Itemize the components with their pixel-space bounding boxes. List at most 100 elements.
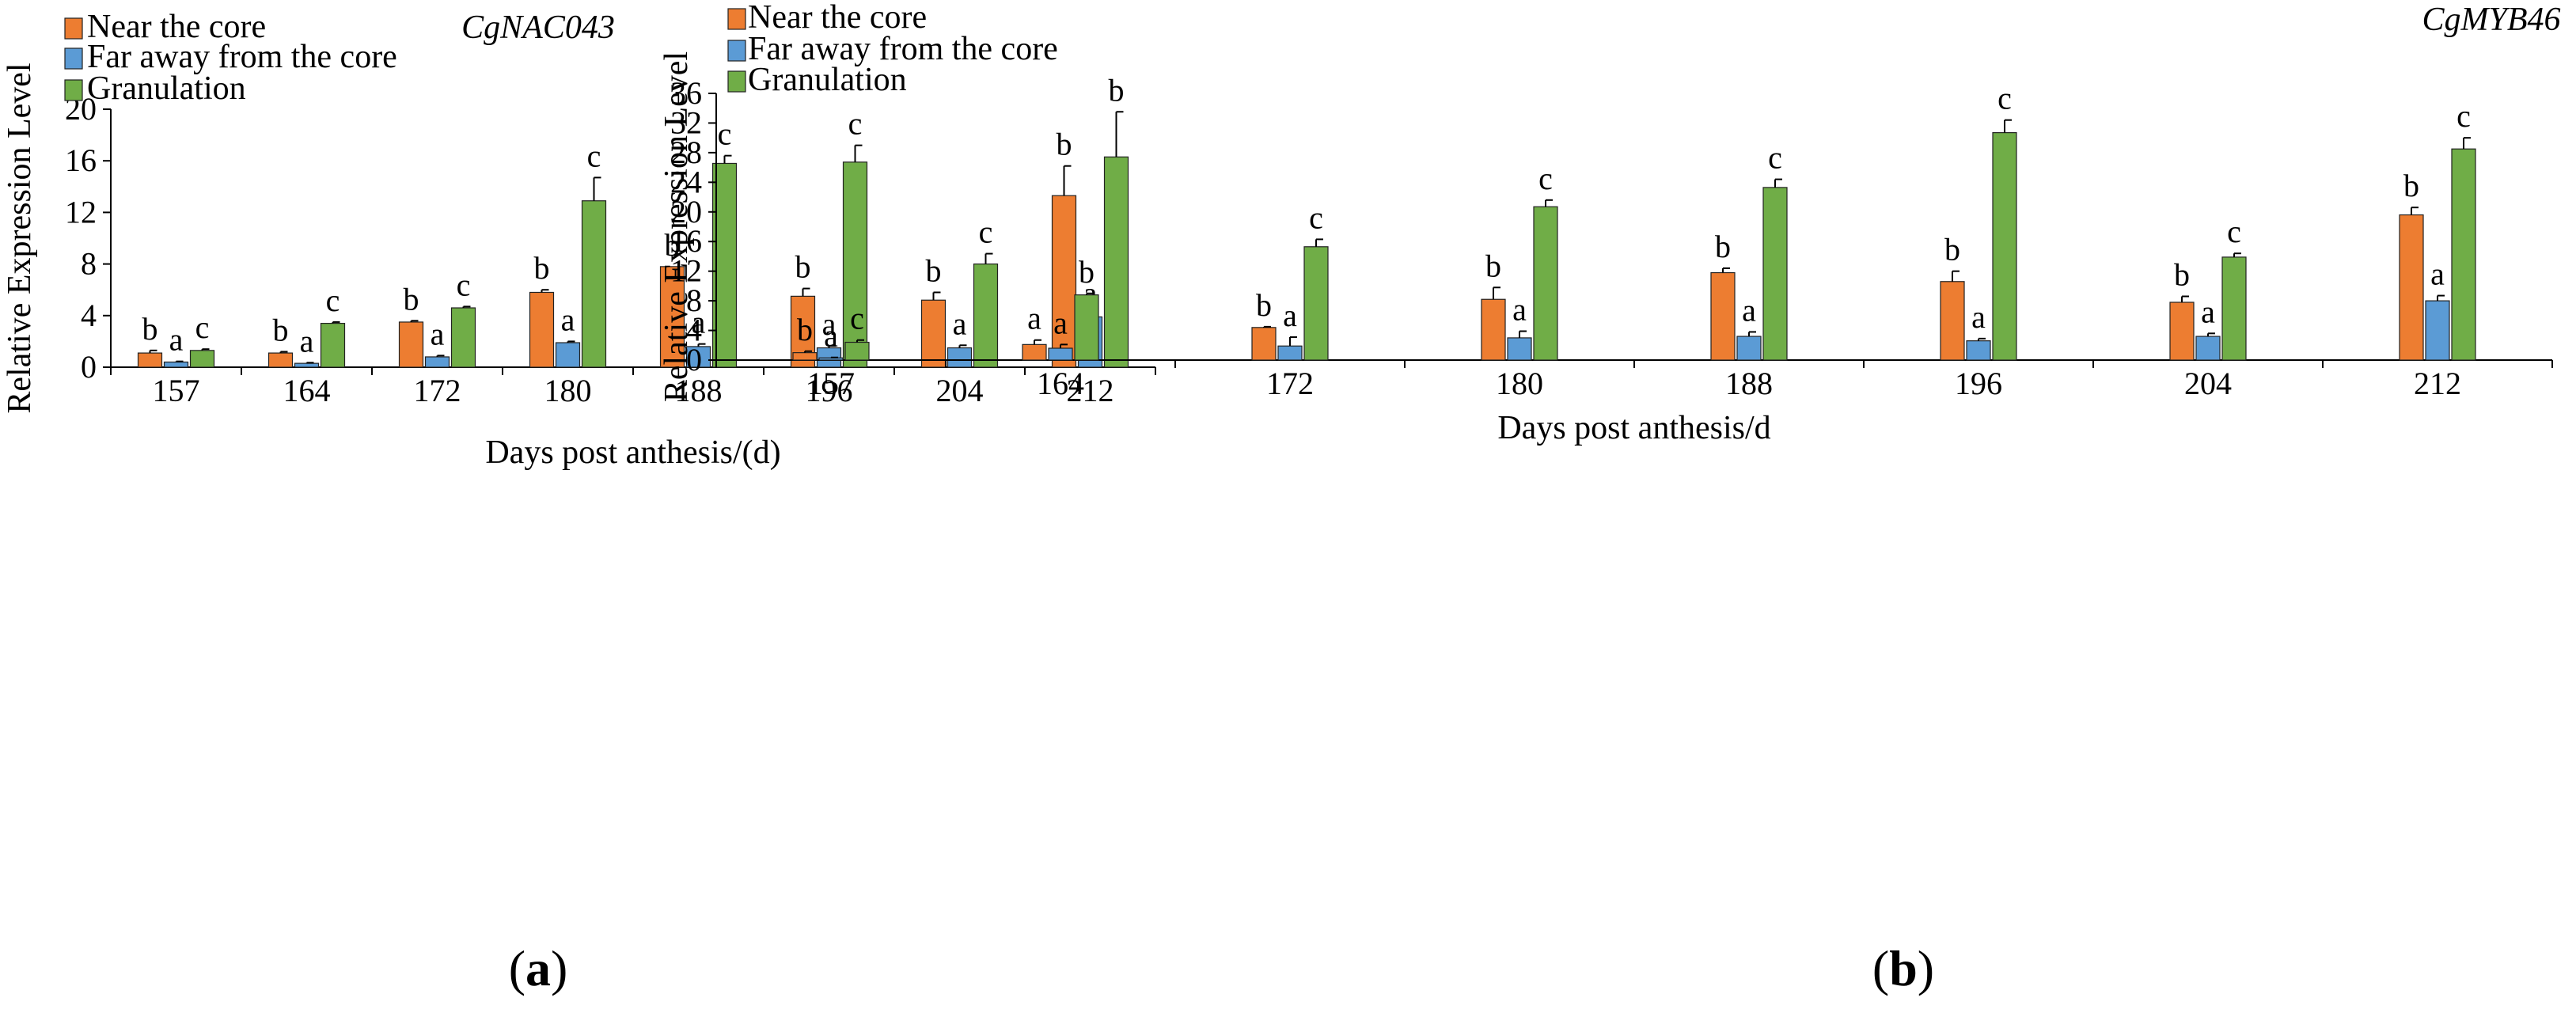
significance-label: b xyxy=(1109,72,1125,108)
legend-label: Granulation xyxy=(87,70,246,107)
x-tick-label: 172 xyxy=(414,373,461,408)
y-tick-label: 32 xyxy=(670,104,702,140)
bar xyxy=(555,342,581,368)
significance-label: c xyxy=(979,214,993,250)
x-tick-label: 204 xyxy=(936,373,984,408)
significance-label: a xyxy=(1053,305,1068,340)
significance-label: b xyxy=(1944,232,1960,267)
legend-swatch xyxy=(64,17,83,40)
legend-label: Granulation xyxy=(748,62,907,98)
x-tick-label: 164 xyxy=(283,373,331,408)
bar xyxy=(2399,214,2424,361)
bar xyxy=(1048,347,1073,361)
significance-label: a xyxy=(953,305,967,341)
legend-label: Near the core xyxy=(748,0,927,36)
y-tick-label: 0 xyxy=(686,342,702,377)
x-tick-label: 172 xyxy=(1266,366,1314,401)
bar xyxy=(1992,132,2017,361)
bar xyxy=(320,322,346,368)
bar xyxy=(2451,148,2476,361)
bar xyxy=(1022,343,1047,361)
legend-swatch xyxy=(727,70,746,93)
bar xyxy=(1277,345,1303,361)
significance-label: c xyxy=(457,267,471,302)
significance-label: b xyxy=(797,312,813,347)
y-tick-label: 12 xyxy=(65,194,97,229)
legend-swatch xyxy=(727,8,746,30)
bar xyxy=(844,341,870,361)
y-tick-label: 8 xyxy=(81,246,97,282)
bar xyxy=(398,321,424,368)
x-axis-title: Days post anthesis/(d) xyxy=(485,434,780,471)
significance-label: c xyxy=(718,116,732,152)
significance-label: a xyxy=(2201,294,2215,329)
legend-label: Far away from the core xyxy=(748,31,1058,67)
bar xyxy=(920,299,947,368)
bar xyxy=(1966,340,1991,361)
y-axis-title: Relative Expression Level xyxy=(658,51,695,402)
bar xyxy=(2195,336,2221,361)
x-tick-label: 188 xyxy=(1725,366,1773,401)
bar xyxy=(450,307,476,368)
significance-label: c xyxy=(848,106,863,142)
bar xyxy=(529,291,555,368)
x-tick-label: 196 xyxy=(1955,366,2002,401)
bar xyxy=(1533,206,1558,361)
bar xyxy=(1074,294,1099,361)
bar xyxy=(2169,302,2195,361)
bar xyxy=(424,356,450,368)
bar xyxy=(1051,195,1077,368)
significance-label: a xyxy=(1283,298,1297,333)
gene-name: CgMYB46 xyxy=(2422,2,2560,38)
significance-label: a xyxy=(692,305,706,340)
y-tick-label: 16 xyxy=(65,142,97,178)
bar xyxy=(1736,336,1762,361)
y-tick-label: 4 xyxy=(81,298,97,333)
significance-label: c xyxy=(1538,161,1553,196)
y-tick-label: 8 xyxy=(686,283,702,318)
legend-swatch xyxy=(64,47,83,70)
x-axis-title: Days post anthesis/d xyxy=(1497,410,1770,446)
bar xyxy=(1507,337,1532,361)
significance-label: b xyxy=(665,227,681,263)
significance-label: c xyxy=(1997,81,2012,116)
bar xyxy=(947,347,973,368)
panel-label: (b) xyxy=(1872,940,1934,996)
bar xyxy=(163,361,189,368)
significance-label: a xyxy=(1027,301,1041,336)
bar xyxy=(581,200,607,368)
y-axis-title: Relative Expression Level xyxy=(2,63,38,413)
x-tick-label: 157 xyxy=(807,366,855,401)
significance-label: c xyxy=(2227,214,2241,249)
bar xyxy=(2425,300,2450,361)
bar xyxy=(1710,271,1736,361)
bar xyxy=(1762,187,1788,361)
significance-label: c xyxy=(326,283,340,318)
bar xyxy=(973,264,999,368)
significance-label: c xyxy=(850,301,864,336)
bar xyxy=(189,350,215,368)
significance-label: a xyxy=(1971,299,1986,335)
significance-label: a xyxy=(169,322,184,358)
significance-label: b xyxy=(1715,229,1731,264)
significance-label: c xyxy=(1768,140,1782,176)
legend-label: Near the core xyxy=(87,9,266,45)
significance-label: a xyxy=(824,318,838,354)
bar xyxy=(1251,327,1277,361)
bar xyxy=(685,346,711,368)
significance-label: a xyxy=(822,306,837,342)
y-tick-label: 20 xyxy=(670,194,702,229)
bar xyxy=(842,161,868,368)
y-tick-label: 16 xyxy=(670,223,702,259)
significance-label: c xyxy=(2456,98,2471,134)
y-tick-label: 28 xyxy=(670,135,702,170)
x-tick-label: 164 xyxy=(1037,366,1084,401)
bar xyxy=(1303,246,1329,361)
x-tick-label: 180 xyxy=(1496,366,1543,401)
y-tick-label: 12 xyxy=(670,253,702,289)
significance-label: c xyxy=(587,138,601,173)
x-tick-label: 157 xyxy=(153,373,200,408)
significance-label: b xyxy=(142,311,158,347)
